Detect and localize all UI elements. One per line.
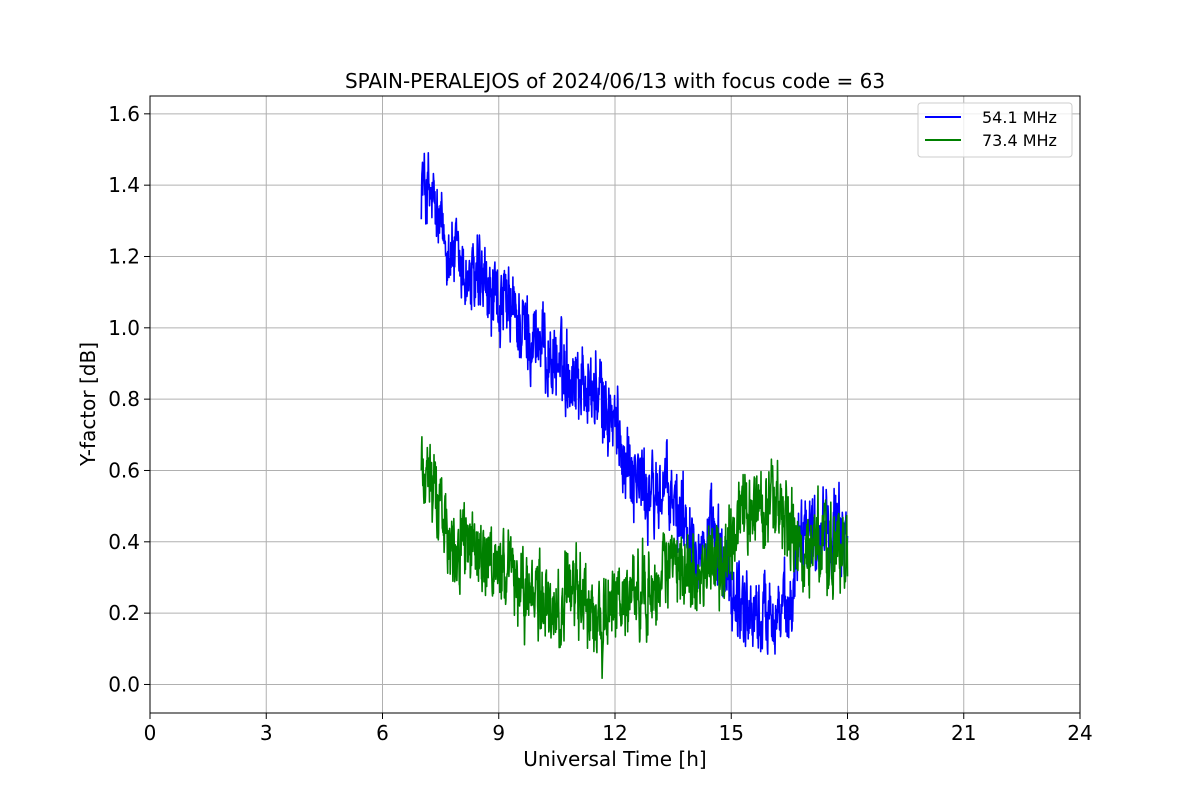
y-axis-label: Y-factor [dB] xyxy=(76,342,100,467)
legend-label-73-4-mhz: 73.4 MHz xyxy=(982,131,1057,150)
series-73-4-mhz xyxy=(420,435,849,680)
y-tick-label: 1.4 xyxy=(108,173,140,197)
legend: 54.1 MHz 73.4 MHz xyxy=(917,102,1073,158)
y-tick-label: 0.8 xyxy=(108,387,140,411)
y-tick-label: 1.2 xyxy=(108,244,140,268)
x-tick-label: 9 xyxy=(492,721,505,745)
x-tick-label: 3 xyxy=(260,721,273,745)
y-tick-label: 0.0 xyxy=(108,672,140,696)
y-tick-label: 0.6 xyxy=(108,458,140,482)
x-tick-label: 21 xyxy=(951,721,976,745)
series-54-1-mhz xyxy=(420,152,849,655)
y-tick-label: 1.0 xyxy=(108,316,140,340)
x-tick-label: 0 xyxy=(144,721,157,745)
series-layer xyxy=(420,152,849,680)
x-tick-label: 6 xyxy=(376,721,389,745)
y-tick-label: 1.6 xyxy=(108,102,140,126)
series-line xyxy=(420,435,849,680)
series-line xyxy=(420,152,849,655)
x-tick-label: 15 xyxy=(719,721,744,745)
chart-title: SPAIN-PERALEJOS of 2024/06/13 with focus… xyxy=(345,69,885,93)
y-tick-label: 0.2 xyxy=(108,601,140,625)
x-tick-label: 24 xyxy=(1067,721,1092,745)
y-tick-label: 0.4 xyxy=(108,530,140,554)
tick-layer: 0 3 6 9 12 15 18 21 24 0.0 0.2 0.4 0.6 0.8 1.0 1.2 1.4 1.… xyxy=(108,102,1093,745)
x-tick-label: 12 xyxy=(602,721,627,745)
x-tick-label: 18 xyxy=(835,721,860,745)
x-axis-label: Universal Time [h] xyxy=(523,747,706,771)
legend-label-54-1-mhz: 54.1 MHz xyxy=(982,108,1057,127)
